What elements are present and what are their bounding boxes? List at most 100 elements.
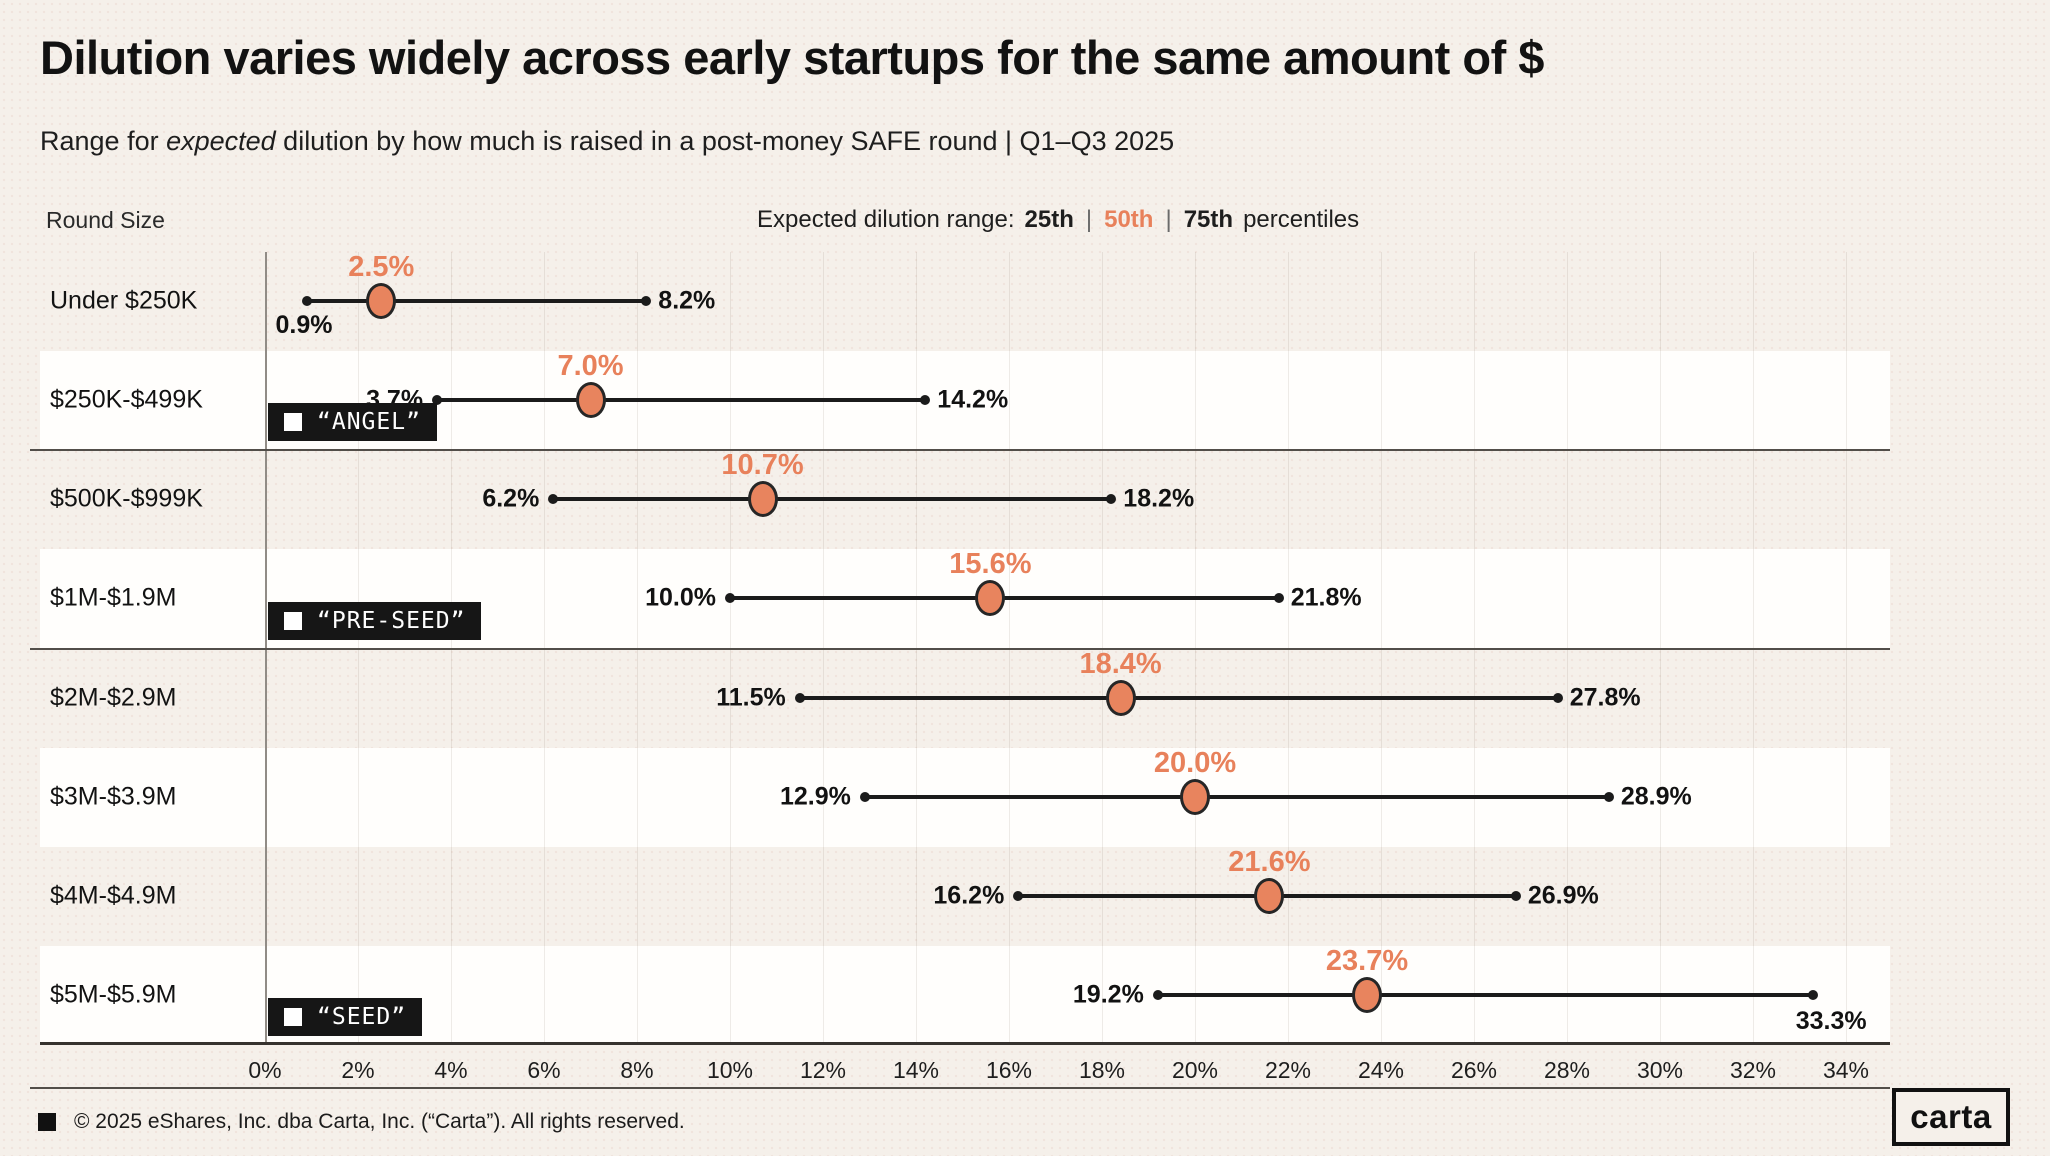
page-title: Dilution varies widely across early star… <box>40 31 1544 84</box>
white-square-icon <box>284 1008 302 1026</box>
x-axis-line <box>40 1042 1890 1045</box>
percentile-range-line <box>864 794 1609 799</box>
x-axis-tick-label: 34% <box>1822 1057 1870 1083</box>
legend-25th: 25th <box>1024 206 1074 233</box>
x-axis-tick-label: 4% <box>434 1057 468 1083</box>
row-label: Under $250K <box>50 286 198 315</box>
range-endpoint-25th <box>725 593 735 604</box>
carta-logo: carta <box>1892 1088 2010 1146</box>
value-label-50th: 18.4% <box>1079 647 1162 680</box>
row-label: $4M-$4.9M <box>50 881 177 910</box>
dumbbell-chart-plot-area: Under $250K 0.9% 8.2% 2.5% $250K-$499K 3.7% 14… <box>30 251 1890 1045</box>
percentile-range-line <box>1157 992 1814 997</box>
x-axis-tick-label: 32% <box>1729 1057 1777 1083</box>
stage-group-label: “PRE-SEED” <box>268 601 482 640</box>
value-label-75th: 33.3% <box>1795 1006 1867 1035</box>
row-label: $5M-$5.9M <box>50 980 177 1009</box>
carta-logo-text: carta <box>1910 1098 1992 1135</box>
median-dot-50th <box>366 283 397 319</box>
value-label-75th: 28.9% <box>1620 782 1692 811</box>
percentile-range-line <box>553 497 1112 502</box>
legend-50th: 50th <box>1104 206 1154 233</box>
value-label-25th: 0.9% <box>275 311 333 339</box>
value-label-25th: 6.2% <box>482 484 540 513</box>
x-axis-tick-label: 18% <box>1078 1057 1126 1083</box>
value-label-75th: 18.2% <box>1123 484 1195 513</box>
x-axis-tick-label: 8% <box>620 1057 654 1083</box>
percentile-legend: Expected dilution range: 25th | 50th | 7… <box>757 206 1359 234</box>
value-label-50th: 7.0% <box>557 350 624 383</box>
value-label-25th: 16.2% <box>933 881 1005 910</box>
value-label-50th: 20.0% <box>1153 746 1237 779</box>
range-endpoint-25th <box>548 494 559 505</box>
value-label-25th: 11.5% <box>716 683 786 711</box>
range-endpoint-75th <box>1106 494 1117 505</box>
x-axis-tick-label: 6% <box>527 1057 561 1083</box>
range-endpoint-75th <box>1510 890 1521 901</box>
footer-divider <box>30 1087 1890 1089</box>
footer-square-mark <box>38 1113 56 1131</box>
x-axis-tick-label: 22% <box>1264 1057 1312 1083</box>
value-label-50th: 21.6% <box>1228 845 1311 878</box>
percentile-range-line <box>437 398 926 403</box>
subtitle-suffix: dilution by how much is raised in a post… <box>275 126 1175 156</box>
x-axis-tick-label: 14% <box>892 1057 940 1083</box>
value-label-50th: 2.5% <box>348 251 415 283</box>
legend-suffix: percentiles <box>1243 206 1360 233</box>
row-label: $1M-$1.9M <box>50 583 177 612</box>
median-dot-50th <box>575 382 606 419</box>
median-dot-50th <box>1180 778 1210 815</box>
range-endpoint-25th <box>1013 890 1024 901</box>
stage-group-label-text: “PRE-SEED” <box>317 607 466 634</box>
median-dot-50th <box>975 580 1006 617</box>
x-axis-tick-label: 24% <box>1357 1057 1405 1083</box>
value-label-25th: 10.0% <box>645 583 716 612</box>
x-axis-tick-label: 16% <box>985 1057 1033 1083</box>
stage-group-label: “ANGEL” <box>268 403 437 442</box>
value-label-75th: 14.2% <box>937 385 1009 414</box>
median-dot-50th <box>1254 877 1285 914</box>
footer-copyright: © 2025 eShares, Inc. dba Carta, Inc. (“C… <box>74 1110 685 1133</box>
range-endpoint-75th <box>641 296 652 306</box>
group-section-divider <box>30 647 1890 650</box>
legend-prefix: Expected dilution range: <box>757 206 1015 233</box>
value-label-75th: 21.8% <box>1290 583 1362 612</box>
stage-group-label: “SEED” <box>268 998 423 1036</box>
white-square-icon <box>284 611 302 630</box>
value-label-75th: 8.2% <box>658 286 716 315</box>
stage-group-label-text: “SEED” <box>317 1004 407 1030</box>
y-axis-title: Round Size <box>46 207 165 233</box>
range-endpoint-75th <box>1603 791 1614 802</box>
subtitle-italic-word: expected <box>166 126 276 156</box>
row-label: $2M-$2.9M <box>50 683 177 711</box>
x-axis-tick-label: 10% <box>706 1057 754 1083</box>
median-dot-50th <box>1105 679 1136 716</box>
page-subtitle: Range for expected dilution by how much … <box>40 126 1174 157</box>
range-endpoint-75th <box>920 395 931 406</box>
x-axis-tick-label: 20% <box>1171 1057 1219 1083</box>
range-endpoint-75th <box>1552 692 1563 703</box>
x-axis-tick-label: 28% <box>1543 1057 1591 1083</box>
row-label: $500K-$999K <box>50 484 203 513</box>
legend-75th: 75th <box>1183 206 1234 233</box>
median-dot-50th <box>1352 976 1383 1013</box>
range-endpoint-75th <box>1808 989 1819 1000</box>
range-endpoint-25th <box>301 296 312 306</box>
range-endpoint-25th <box>794 692 805 703</box>
x-axis-tick-label: 2% <box>341 1057 375 1083</box>
range-endpoint-25th <box>1152 989 1163 1000</box>
stage-group-label-text: “ANGEL” <box>317 409 421 436</box>
value-label-25th: 19.2% <box>1072 980 1144 1009</box>
x-axis-tick-label: 12% <box>799 1057 847 1083</box>
footer: © 2025 eShares, Inc. dba Carta, Inc. (“C… <box>38 1110 685 1134</box>
x-axis-tick-label: 0% <box>248 1057 282 1083</box>
percentile-range-line <box>799 695 1558 700</box>
range-endpoint-25th <box>859 791 870 802</box>
subtitle-prefix: Range for <box>40 126 167 156</box>
percentile-range-line <box>306 299 647 303</box>
value-label-25th: 12.9% <box>779 782 851 811</box>
white-square-icon <box>284 413 302 432</box>
legend-separator: | <box>1085 206 1093 233</box>
value-label-75th: 27.8% <box>1569 683 1641 711</box>
